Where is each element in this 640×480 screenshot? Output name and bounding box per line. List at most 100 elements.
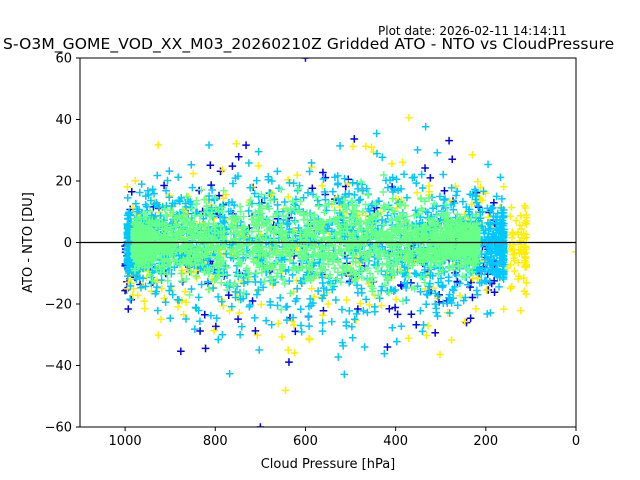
point-cyan-141	[167, 282, 175, 290]
point-cyan-368	[196, 317, 204, 326]
point-cyan-986	[165, 167, 174, 175]
point-cyan-281	[218, 330, 227, 339]
point-light-green-39	[188, 204, 196, 213]
point-light-green-1702	[276, 265, 285, 274]
y-axis-label: ATO - NTO [DU]	[21, 192, 36, 293]
point-light-green-1494	[457, 257, 466, 266]
chart-title: S-O3M_GOME_VOD_XX_M03_20260210Z Gridded …	[3, 35, 615, 53]
point-cyan-533	[296, 305, 305, 314]
point-light-green-1622	[442, 200, 450, 209]
point-light-green-1455	[401, 248, 410, 257]
point-outer-8	[468, 293, 477, 302]
point-light-green-203	[325, 200, 333, 208]
point-cyan-663	[417, 170, 426, 179]
point-light-green-1296	[178, 277, 186, 285]
point-light-green-1781	[190, 232, 199, 240]
point-cyan-1104	[297, 328, 306, 336]
point-cyan-1409	[473, 286, 481, 295]
point-yellow-154	[392, 295, 400, 304]
point-cyan-939	[187, 161, 196, 169]
point-light-green-227	[358, 273, 366, 281]
point-light-green-1475	[133, 256, 141, 265]
point-light-green-787	[309, 242, 317, 250]
point-yellow-304	[293, 171, 302, 179]
point-light-green-1185	[350, 213, 358, 221]
point-cyan-866	[345, 307, 354, 315]
point-cyan-736	[173, 296, 182, 304]
point-cyan-596	[397, 322, 406, 331]
point-cyan-1287	[123, 272, 132, 280]
point-cyan-953	[439, 299, 448, 308]
point-light-green-1690	[135, 223, 143, 231]
point-light-green-1171	[267, 189, 276, 198]
point-light-green-1105	[360, 247, 368, 256]
point-cyan-861	[150, 189, 158, 198]
point-cyan-1323	[132, 199, 140, 208]
point-cyan-626	[378, 153, 387, 162]
point-yellow-302	[324, 300, 332, 308]
point-cyan-1241	[471, 185, 479, 194]
point-cyan-1431	[181, 199, 190, 208]
point-light-green-1570	[396, 201, 405, 209]
point-light-green-1412	[445, 219, 454, 228]
point-light-green-1712	[462, 229, 470, 238]
point-light-green-1748	[304, 220, 312, 229]
point-outer-174	[407, 310, 416, 319]
point-yellow-31	[522, 279, 531, 287]
point-cyan-1038	[445, 309, 454, 317]
point-light-green-1732	[144, 255, 152, 263]
point-light-green-1653	[342, 240, 351, 248]
point-light-green-1504	[432, 249, 441, 258]
point-light-green-1693	[472, 242, 481, 251]
point-cyan-924	[371, 308, 379, 316]
point-light-green-1575	[441, 224, 450, 233]
point-light-green-1568	[288, 248, 297, 256]
point-light-green-1656	[389, 225, 397, 233]
point-yellow-136	[425, 181, 433, 190]
point-cyan-425	[252, 176, 261, 185]
point-light-green-959	[308, 265, 316, 273]
point-yellow-428	[521, 242, 530, 251]
point-light-green-1793	[357, 178, 365, 186]
point-light-green-125	[223, 263, 231, 272]
point-cyan-94	[479, 187, 488, 196]
x-axis: 1000 800 600 400 200 0	[109, 427, 580, 449]
point-cyan-827	[459, 296, 468, 305]
point-light-green-1420	[350, 206, 359, 215]
point-cyan-649	[434, 292, 442, 300]
point-light-green-972	[184, 249, 193, 258]
point-light-green-1728	[472, 232, 481, 240]
point-light-green-1318	[403, 256, 412, 265]
point-light-green-1799	[427, 262, 436, 271]
point-light-green-1681	[291, 218, 300, 226]
point-cyan-1010	[342, 321, 351, 330]
point-cyan-1115	[437, 274, 445, 283]
point-yellow-416	[520, 274, 528, 282]
point-light-green-1002	[330, 206, 339, 215]
point-cyan-486	[332, 296, 340, 304]
point-light-green-1560	[198, 260, 207, 268]
point-light-green-317	[244, 227, 253, 235]
point-light-green-1403	[372, 262, 381, 271]
point-light-green-1442	[404, 273, 413, 281]
point-cyan-602	[388, 323, 397, 332]
point-light-green-1689	[337, 278, 345, 286]
point-light-green-659	[435, 262, 444, 271]
point-cyan-1472	[250, 189, 259, 198]
point-light-green-1727	[164, 276, 172, 285]
point-yellow-48	[141, 304, 149, 313]
point-light-green-1372	[445, 264, 453, 272]
point-light-green-1293	[312, 193, 321, 201]
point-cyan-213	[182, 315, 190, 323]
point-light-green-1746	[133, 243, 141, 252]
point-light-green-1511	[166, 262, 175, 271]
point-cyan-515	[250, 314, 259, 322]
point-cyan-1190	[465, 205, 474, 214]
point-notable-4	[301, 58, 310, 62]
point-cyan-1359	[400, 279, 409, 287]
point-light-green-1361	[217, 260, 226, 269]
point-cyan-943	[231, 174, 240, 182]
point-cyan-574	[228, 302, 236, 311]
point-light-green-1149	[309, 251, 318, 260]
